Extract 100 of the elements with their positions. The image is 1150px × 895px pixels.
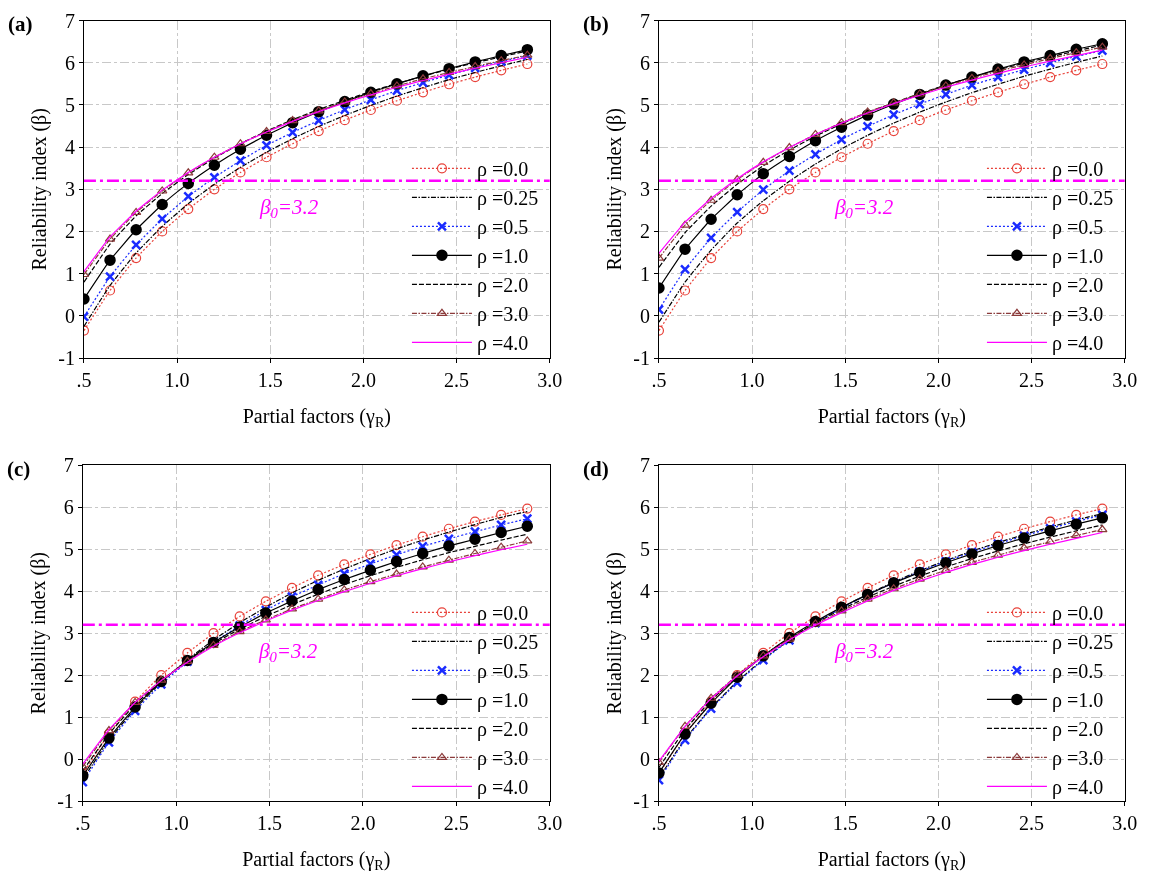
y-tick-label: -1	[633, 347, 650, 370]
x-tick-label: 3.0	[537, 812, 563, 835]
ref-line-label: β$_{0}$=3.2	[259, 195, 319, 222]
x-tick-label: 1.0	[739, 369, 765, 391]
y-tick-label: 3	[63, 622, 74, 645]
x-tick-label: 1.5	[832, 812, 858, 835]
y-tick-label: 5	[639, 538, 650, 561]
legend-label: ρ =0.5	[476, 660, 529, 684]
x-axis-title: Partial factors (γ$_{R}$)	[817, 404, 966, 430]
legend-label: ρ =3.0	[1051, 303, 1104, 327]
legend-label: ρ =0.25	[1051, 187, 1114, 211]
x-tick-label: 2.5	[1019, 812, 1045, 835]
y-tick-label: 5	[64, 93, 75, 116]
legend-label: ρ =0.0	[476, 602, 529, 626]
x-axis-title: Partial factors (γ$_{R}$)	[242, 404, 391, 430]
legend-label: ρ =0.5	[1051, 216, 1104, 240]
y-tick-label: 3	[639, 622, 650, 645]
legend-label: ρ =0.25	[476, 187, 539, 211]
y-tick-label: 4	[63, 580, 74, 603]
y-tick-label: 7	[639, 454, 650, 477]
y-tick-label: 6	[64, 51, 75, 74]
chart-title: (a)	[8, 12, 33, 36]
legend-label: ρ =0.25	[1051, 631, 1114, 655]
chart-title: (b)	[583, 12, 609, 36]
y-tick-label: 3	[639, 178, 650, 201]
legend-label: ρ =4.0	[476, 776, 529, 800]
x-tick-label: .5	[651, 369, 667, 391]
y-tick-label: 4	[639, 136, 650, 159]
y-tick-label: 6	[639, 51, 650, 74]
y-tick-label: 0	[64, 304, 75, 327]
y-tick-label: 6	[63, 496, 74, 519]
legend-label: ρ =0.25	[476, 631, 539, 655]
x-tick-label: 1.5	[832, 369, 858, 391]
y-tick-label: 1	[63, 706, 74, 729]
ref-line-label: β$_{0}$=3.2	[258, 639, 318, 666]
x-tick-label: 1.0	[164, 369, 190, 391]
y-tick-label: -1	[57, 790, 74, 813]
legend-label: ρ =1.0	[476, 245, 529, 269]
y-tick-label: 5	[639, 93, 650, 116]
x-tick-label: 3.0	[537, 369, 563, 391]
y-tick-label: -1	[58, 347, 75, 370]
x-tick-label: 3.0	[1112, 369, 1138, 391]
y-tick-label: 2	[64, 220, 75, 243]
legend-label: ρ =4.0	[1051, 776, 1104, 800]
legend-label: ρ =0.0	[476, 158, 529, 182]
x-tick-label: 2.0	[350, 369, 376, 391]
legend-label: ρ =3.0	[1051, 747, 1104, 771]
legend-label: ρ =2.0	[476, 718, 529, 742]
y-tick-label: 4	[64, 136, 75, 159]
x-tick-label: .5	[76, 369, 92, 391]
legend-label: ρ =2.0	[476, 274, 529, 298]
x-axis-title: Partial factors (γ$_{R}$)	[817, 847, 966, 873]
y-tick-label: 0	[639, 304, 650, 327]
y-tick-label: 7	[63, 454, 74, 477]
x-tick-label: 1.5	[257, 812, 283, 835]
y-tick-label: 2	[639, 664, 650, 687]
x-tick-label: 3.0	[1112, 812, 1138, 835]
legend-label: ρ =0.0	[1051, 158, 1104, 182]
legend-label: ρ =1.0	[1051, 245, 1104, 269]
legend-label: ρ =3.0	[476, 303, 529, 327]
y-axis-title: Reliability index (β)	[27, 108, 51, 271]
y-tick-label: 7	[64, 9, 75, 32]
y-tick-label: 0	[639, 748, 650, 771]
x-tick-label: 2.0	[925, 812, 951, 835]
y-axis-title: Reliability index (β)	[26, 552, 50, 715]
legend-label: ρ =2.0	[1051, 274, 1104, 298]
ref-line-label: β$_{0}$=3.2	[834, 639, 894, 666]
legend-label: ρ =2.0	[1051, 718, 1104, 742]
y-axis-title: Reliability index (β)	[602, 552, 626, 715]
legend-label: ρ =3.0	[476, 747, 529, 771]
x-tick-label: 1.0	[163, 812, 189, 835]
legend-label: ρ =0.0	[1051, 602, 1104, 626]
y-tick-label: 3	[64, 178, 75, 201]
legend-label: ρ =1.0	[476, 689, 529, 713]
chart-title: (c)	[7, 457, 31, 481]
y-tick-label: 2	[63, 664, 74, 687]
x-tick-label: 1.5	[257, 369, 283, 391]
x-tick-label: 2.0	[350, 812, 376, 835]
y-tick-label: 6	[639, 496, 650, 519]
y-tick-label: 1	[639, 262, 650, 285]
x-tick-label: 1.0	[739, 812, 765, 835]
x-tick-label: 2.0	[925, 369, 951, 391]
x-tick-label: .5	[75, 812, 91, 835]
legend-label: ρ =4.0	[476, 332, 529, 356]
x-tick-label: 2.5	[1019, 369, 1045, 391]
y-tick-label: -1	[633, 790, 650, 813]
y-tick-label: 4	[639, 580, 650, 603]
legend-label: ρ =1.0	[1051, 689, 1104, 713]
y-tick-label: 1	[64, 262, 75, 285]
y-tick-label: 7	[639, 9, 650, 32]
y-tick-label: 0	[63, 748, 74, 771]
y-tick-label: 1	[639, 706, 650, 729]
ref-line-label: β$_{0}$=3.2	[834, 195, 894, 222]
y-tick-label: 2	[639, 220, 650, 243]
x-tick-label: 2.5	[444, 369, 470, 391]
legend-label: ρ =4.0	[1051, 332, 1104, 356]
x-tick-label: 2.5	[443, 812, 469, 835]
legend-label: ρ =0.5	[476, 216, 529, 240]
chart-title: (d)	[583, 457, 609, 481]
y-axis-title: Reliability index (β)	[602, 108, 626, 271]
